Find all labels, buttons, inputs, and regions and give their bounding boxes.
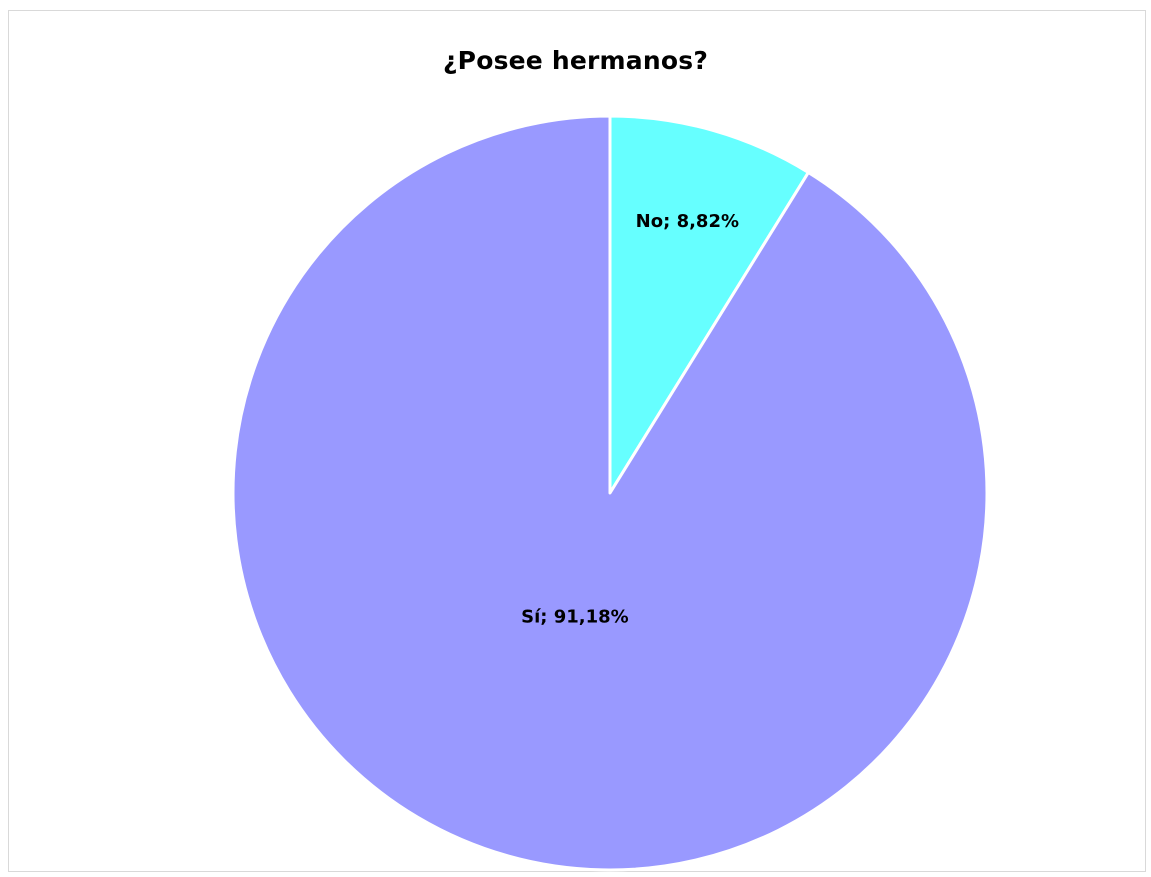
- data-label-si: Sí; 91,18%: [521, 606, 629, 627]
- chart-title: ¿Posee hermanos?: [442, 46, 709, 75]
- pie-slices: [231, 114, 989, 872]
- pie-labels: No; 8,82% Sí; 91,18%: [521, 211, 739, 627]
- pie-slice-no: [608, 114, 810, 495]
- data-label-no: No; 8,82%: [636, 211, 739, 232]
- pie-slice-si: [231, 114, 989, 872]
